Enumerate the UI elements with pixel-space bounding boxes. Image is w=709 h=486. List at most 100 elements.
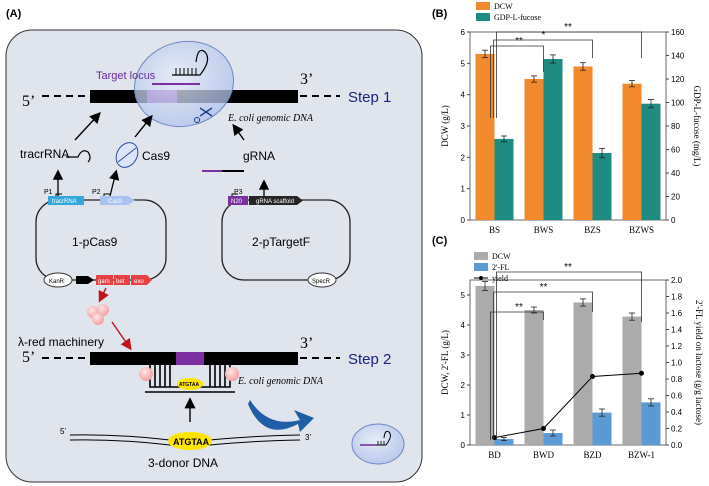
significance-label: * bbox=[542, 30, 546, 41]
atgtaa-small-oval bbox=[177, 378, 203, 390]
arrow-red-1 bbox=[98, 287, 109, 303]
legend-swatch bbox=[474, 252, 488, 260]
x-tick-label: BZD bbox=[584, 450, 603, 460]
y-tick-label: 1 bbox=[461, 185, 466, 194]
bar bbox=[573, 302, 593, 445]
bar bbox=[543, 59, 563, 221]
spec-label: SpecR bbox=[312, 279, 331, 285]
plasmid-2: P3 N20 gRNA scaffold 2-pTargetF SpecR bbox=[221, 189, 351, 288]
bar bbox=[641, 103, 661, 220]
tracrrna-box-label: tracrRNA bbox=[52, 199, 77, 205]
y-tick-label: 4 bbox=[461, 91, 466, 100]
y2-tick-label: 0.2 bbox=[671, 425, 683, 434]
arrow-tracrrna-up bbox=[74, 111, 101, 141]
significance-bracket bbox=[496, 271, 642, 440]
y2-tick-label: 160 bbox=[671, 28, 685, 37]
significance-bracket bbox=[490, 45, 544, 118]
yield-line bbox=[494, 372, 642, 439]
n20-box bbox=[228, 196, 248, 205]
spec-marker bbox=[307, 272, 337, 288]
yield-point bbox=[541, 426, 546, 431]
y-tick-label: 0 bbox=[461, 216, 466, 225]
panel-label: (B) bbox=[432, 8, 448, 20]
legend-swatch bbox=[476, 2, 490, 10]
significance-bracket bbox=[493, 291, 593, 440]
y2-axis-title: 2'-FL yield on lactose (g/g lactose) bbox=[694, 300, 704, 425]
chart-c: (C) 0 1 2 3 4 5 0.0 0.2 0.4 0.6 0.8 1.0 1.2 1.4 1.6 1.8 2… bbox=[432, 235, 704, 460]
atgtaa-small-label: ATGTAA bbox=[179, 382, 199, 388]
x-tick-label: BS bbox=[489, 225, 500, 235]
bar bbox=[543, 433, 563, 445]
arrow-cas9-up bbox=[134, 114, 153, 138]
panel-label: (C) bbox=[432, 235, 448, 247]
step1-label: Step 1 bbox=[348, 89, 391, 106]
scissors-handle-icon bbox=[194, 117, 200, 123]
y-axis-title: DCW, 2'-FL (g/L) bbox=[440, 330, 450, 395]
y-tick-label: 2 bbox=[461, 153, 466, 162]
arrow-grna-up bbox=[232, 123, 245, 141]
bar bbox=[622, 83, 642, 220]
bet-label: bet bbox=[116, 279, 125, 285]
x-tick-label: BD bbox=[488, 450, 501, 460]
y2-tick-label: 0.4 bbox=[671, 408, 683, 417]
legend-swatch bbox=[474, 263, 488, 271]
genomic-dna-label-1: E. coli genomic DNA bbox=[227, 113, 314, 124]
bar bbox=[475, 286, 495, 445]
plasmid-2-label: 2-pTargetF bbox=[252, 235, 310, 249]
bar bbox=[494, 138, 514, 220]
bar bbox=[641, 402, 661, 445]
genomic-dna-label-2: E. coli genomic DNA bbox=[237, 376, 324, 387]
significance-bracket bbox=[493, 39, 593, 118]
target-locus-label: Target locus bbox=[96, 70, 156, 82]
grna-comb bbox=[175, 68, 197, 75]
y-tick-label: 3 bbox=[461, 122, 466, 131]
kan-marker bbox=[43, 272, 73, 288]
x-tick-label: BWD bbox=[533, 450, 554, 460]
legend-label: 2'-FL bbox=[492, 263, 510, 272]
y2-tick-label: 60 bbox=[671, 146, 680, 155]
significance-label: ** bbox=[540, 282, 548, 293]
p3-label: P3 bbox=[234, 189, 243, 196]
tracrrna-icon bbox=[66, 150, 91, 163]
tracrrna-gene-box bbox=[48, 196, 84, 205]
grna-scaffold-arrow bbox=[249, 196, 303, 205]
y-tick-label: 1 bbox=[461, 411, 466, 420]
p2-label: P2 bbox=[92, 189, 101, 196]
curved-arrow-recycle bbox=[248, 400, 314, 432]
panel-a-background bbox=[5, 29, 423, 483]
y2-tick-label: 20 bbox=[671, 193, 680, 202]
step2-label: Step 2 bbox=[348, 351, 391, 368]
arrow-p2-up bbox=[109, 169, 120, 197]
legend-label: GDP-L-fucose bbox=[494, 13, 542, 22]
y2-tick-label: 40 bbox=[671, 169, 680, 178]
y2-tick-label: 120 bbox=[671, 75, 685, 84]
y2-tick-label: 80 bbox=[671, 122, 680, 131]
y2-tick-label: 0.8 bbox=[671, 375, 683, 384]
y2-tick-label: 1.0 bbox=[671, 359, 683, 368]
arrow-red-2 bbox=[111, 321, 132, 351]
y2-tick-label: 1.6 bbox=[671, 309, 683, 318]
x-tick-label: BWS bbox=[534, 225, 554, 235]
y-tick-label: 4 bbox=[461, 321, 466, 330]
x-tick-label: BZWS bbox=[629, 225, 654, 235]
y2-axis-title: GDP-L-fucose (mg/L) bbox=[692, 86, 702, 167]
legend-swatch bbox=[476, 13, 490, 21]
lambda-promoter-arrow bbox=[76, 276, 94, 284]
donor-three-prime: 3’ bbox=[305, 433, 311, 442]
yield-point bbox=[590, 374, 595, 380]
y2-tick-label: 1.2 bbox=[671, 342, 683, 351]
y-axis-title: DCW (g/L) bbox=[440, 105, 450, 147]
tracrrna-label: tracrRNA bbox=[20, 147, 69, 161]
lambda-red-protein-icon bbox=[87, 304, 109, 325]
scissors-icon bbox=[199, 107, 213, 117]
legend-swatch-dot bbox=[479, 276, 483, 280]
exo-label: exo bbox=[134, 279, 144, 285]
yield-point bbox=[639, 370, 644, 376]
gam-label: gam bbox=[98, 279, 110, 285]
y-tick-label: 6 bbox=[461, 28, 466, 37]
significance-label: ** bbox=[564, 22, 572, 33]
lambda-red-label: λ-red machinery bbox=[18, 335, 104, 349]
atgtaa-big-label: ATGTAA bbox=[173, 437, 210, 447]
